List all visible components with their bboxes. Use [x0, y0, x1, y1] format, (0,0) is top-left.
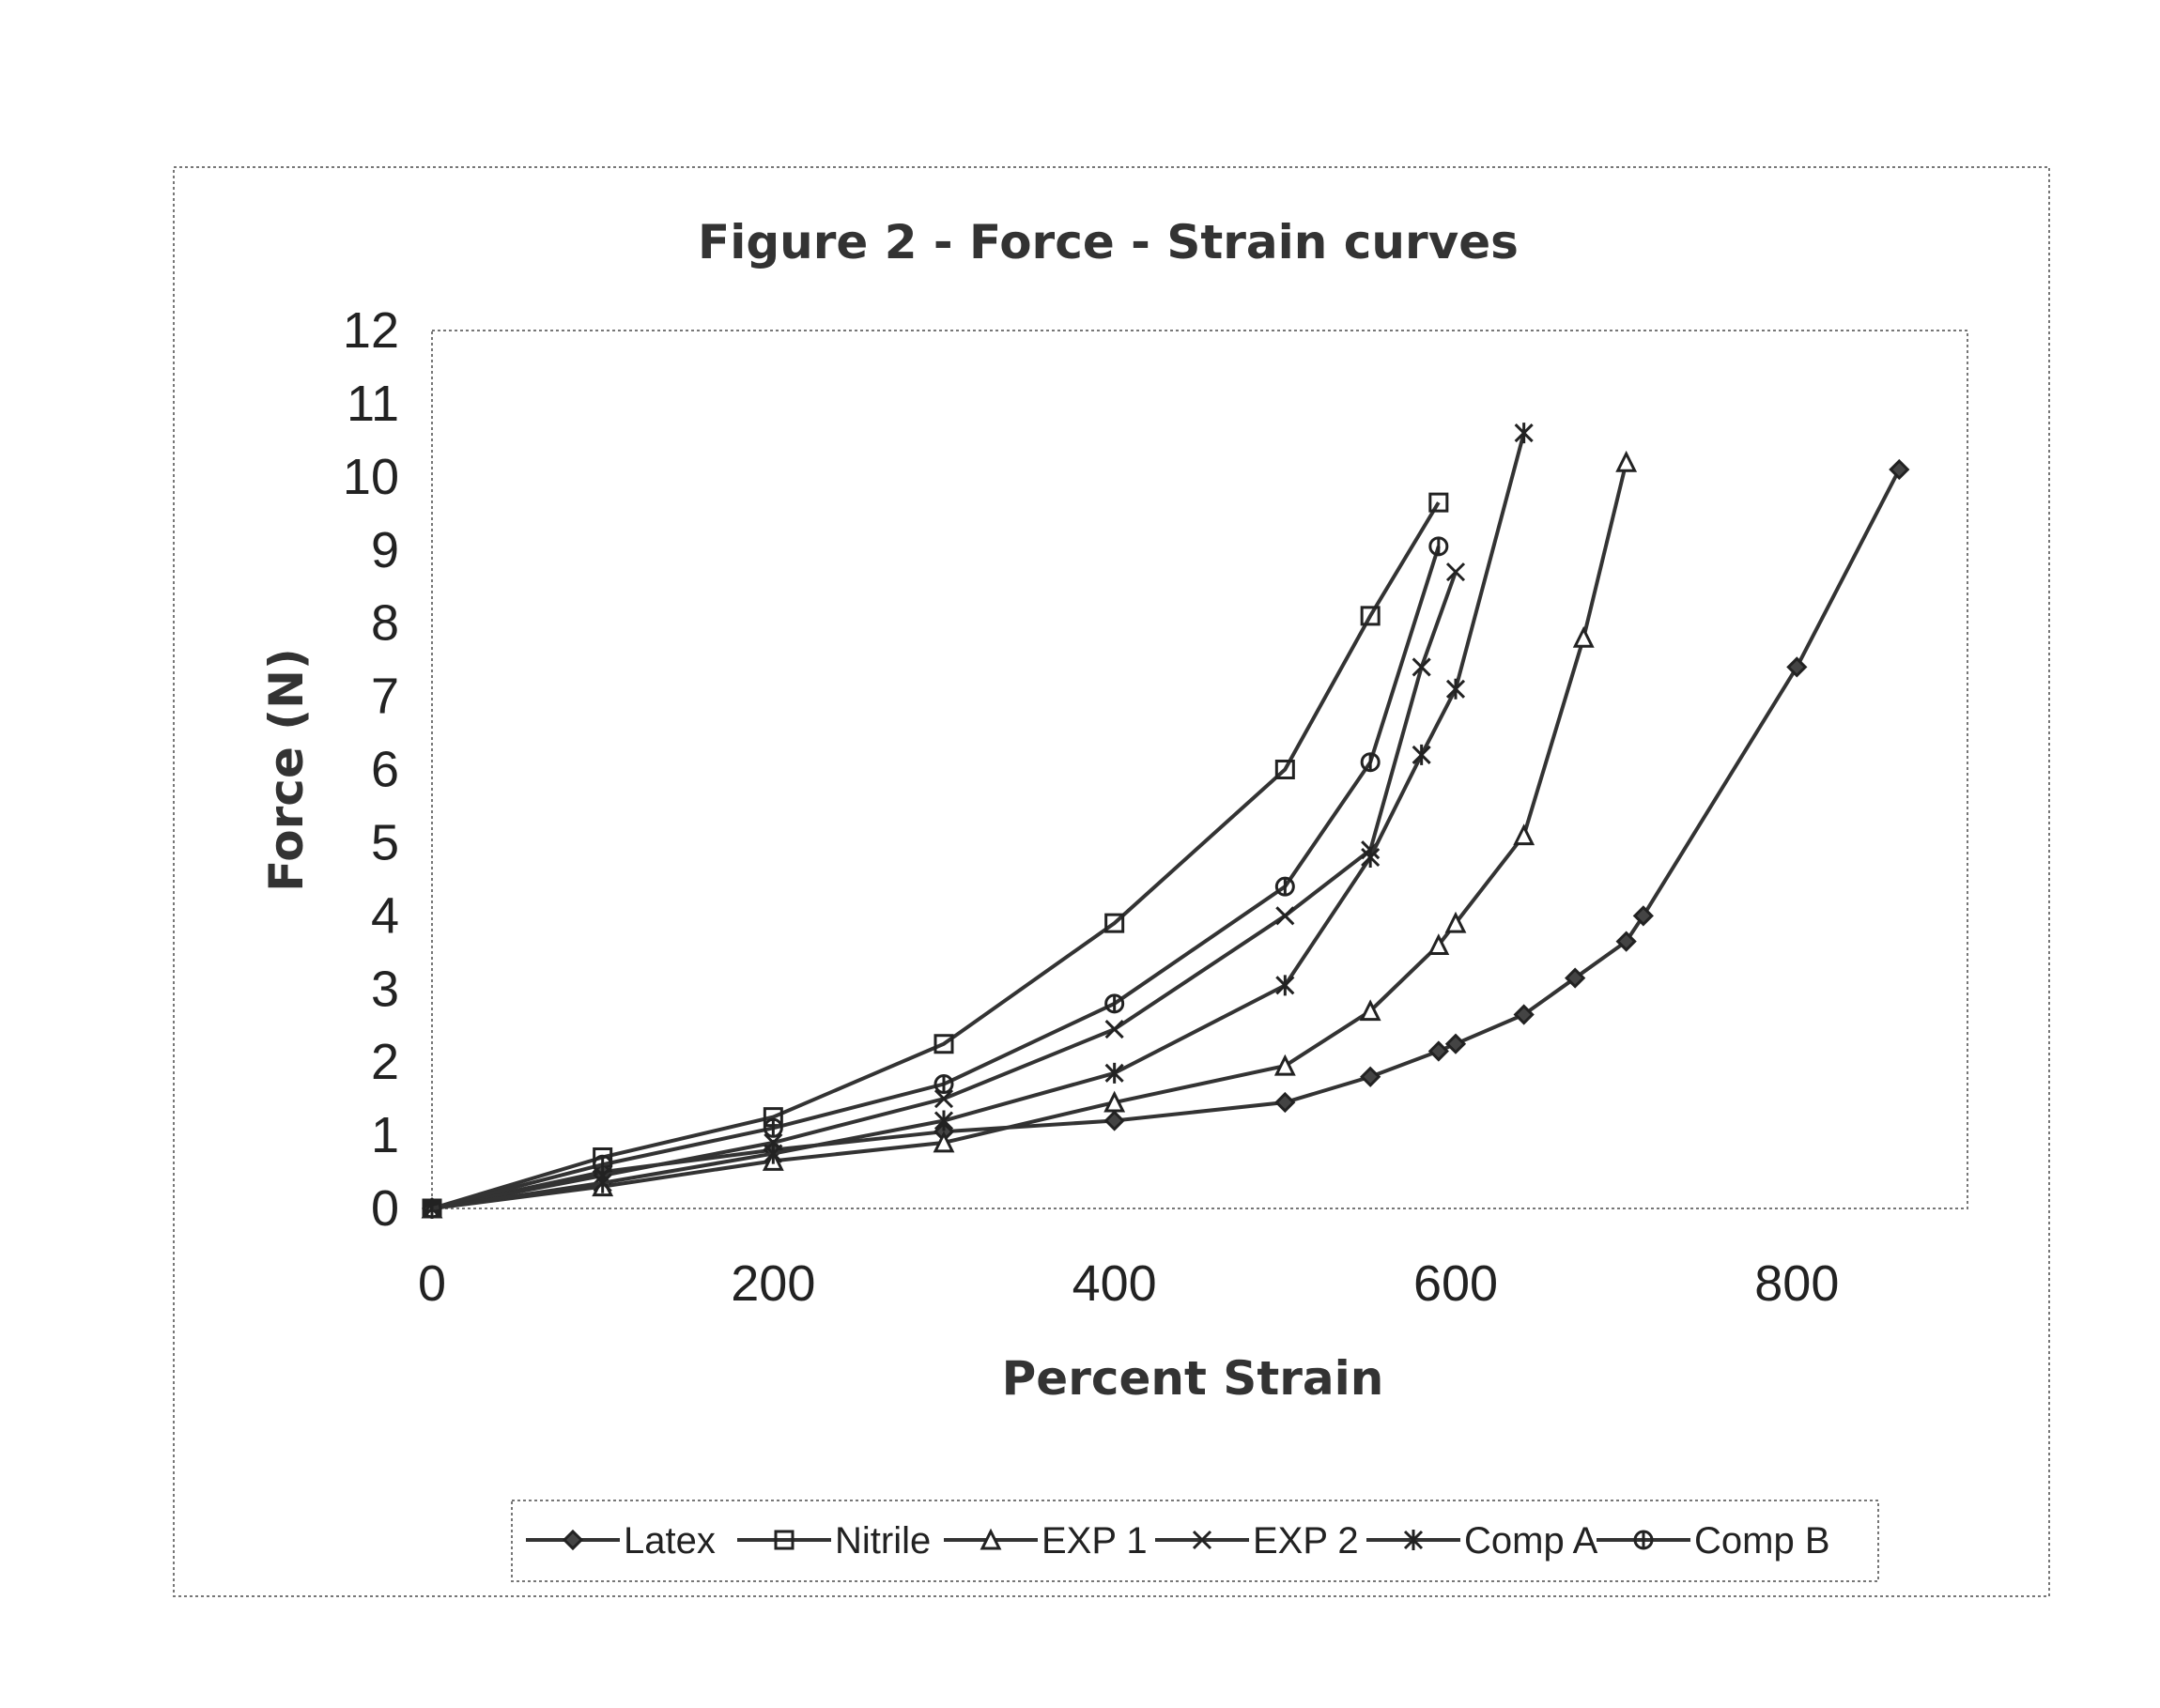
- legend-label: Latex: [624, 1520, 716, 1562]
- legend-item: Nitrile: [737, 1520, 931, 1562]
- data-point: [1106, 1113, 1123, 1130]
- y-tick-label: 3: [371, 961, 399, 1017]
- legend-label: EXP 2: [1253, 1520, 1359, 1562]
- y-tick-label: 12: [343, 302, 399, 359]
- legend-item: EXP 1: [944, 1520, 1148, 1562]
- y-tick-label: 8: [371, 595, 399, 652]
- series-line: [432, 433, 1524, 1208]
- data-point: [1447, 1036, 1464, 1053]
- series-latex: [424, 461, 1907, 1217]
- y-axis-label: Force (N): [259, 648, 314, 892]
- legend-item: EXP 2: [1155, 1520, 1359, 1562]
- y-tick-label: 11: [347, 376, 399, 432]
- data-point: [1276, 975, 1293, 995]
- legend-item: Latex: [526, 1520, 716, 1562]
- y-tick-label: 2: [371, 1034, 399, 1090]
- data-point: [1516, 423, 1533, 443]
- y-tick-label: 0: [371, 1180, 399, 1237]
- data-point: [1618, 454, 1635, 470]
- x-tick-label: 600: [1413, 1255, 1498, 1312]
- x-tick-label: 800: [1754, 1255, 1839, 1312]
- series-comp-b: [424, 538, 1447, 1217]
- data-point: [1276, 878, 1293, 895]
- data-point: [1516, 827, 1533, 844]
- x-tick-label: 0: [418, 1255, 446, 1312]
- data-point: [1276, 907, 1293, 924]
- legend-label: Nitrile: [835, 1520, 931, 1562]
- series-line: [432, 469, 1899, 1208]
- data-point: [1890, 461, 1907, 478]
- y-tick-label: 10: [343, 449, 399, 505]
- x-tick-label: 200: [731, 1255, 815, 1312]
- x-tick-label: 400: [1072, 1255, 1157, 1312]
- plot-area: [432, 331, 1967, 1208]
- y-tick-label: 7: [371, 669, 399, 725]
- data-point: [1413, 745, 1430, 765]
- series-nitrile: [424, 494, 1447, 1217]
- y-tick-label: 6: [371, 742, 399, 798]
- data-point: [1362, 754, 1379, 771]
- data-point: [1106, 995, 1123, 1012]
- data-point: [1106, 1021, 1123, 1038]
- data-point: [1575, 629, 1592, 646]
- legend-item: Comp A: [1366, 1520, 1598, 1562]
- data-point: [1430, 1042, 1447, 1059]
- data-point: [1362, 1069, 1379, 1085]
- x-axis-label: Percent Strain: [1002, 1351, 1384, 1406]
- data-point: [1447, 679, 1464, 700]
- y-tick-label: 1: [371, 1107, 399, 1163]
- series-comp-a: [424, 423, 1533, 1219]
- legend-marker: [564, 1531, 581, 1548]
- legend-item: Comp B: [1597, 1520, 1830, 1562]
- y-tick-label: 5: [371, 814, 399, 870]
- y-tick-label: 4: [371, 887, 399, 944]
- data-point: [1276, 1094, 1293, 1111]
- data-point: [1447, 563, 1464, 580]
- legend-label: EXP 1: [1041, 1520, 1148, 1562]
- legend-label: Comp B: [1694, 1520, 1830, 1562]
- data-point: [1788, 658, 1805, 675]
- chart-title: Figure 2 - Force - Strain curves: [698, 215, 1519, 269]
- data-point: [1430, 538, 1447, 555]
- y-tick-label: 9: [371, 522, 399, 578]
- legend-label: Comp A: [1464, 1520, 1598, 1562]
